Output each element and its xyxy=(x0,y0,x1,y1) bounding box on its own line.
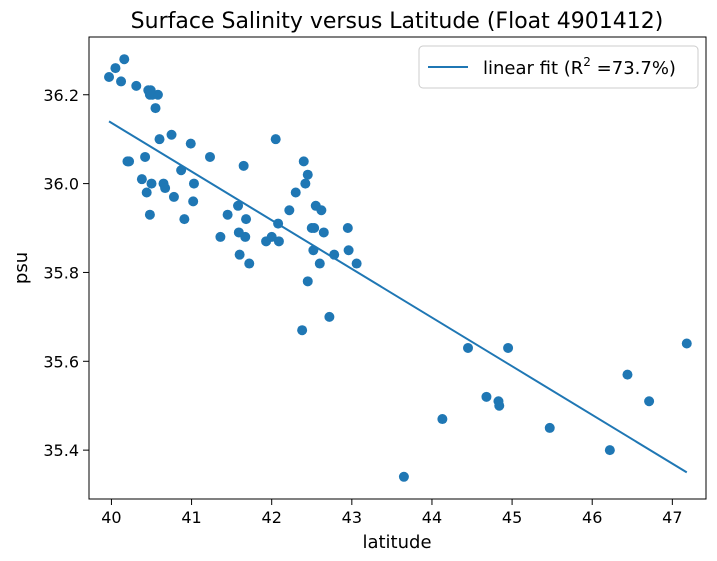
data-point xyxy=(308,245,319,256)
data-point xyxy=(141,187,152,198)
data-point xyxy=(494,400,505,411)
data-point xyxy=(481,391,492,402)
data-point xyxy=(188,178,199,189)
data-point xyxy=(234,249,245,260)
y-axis-ticks: 35.4 35.6 35.8 36.0 36.2 xyxy=(43,86,89,460)
chart-title: Surface Salinity versus Latitude (Float … xyxy=(131,9,664,34)
scatter-series xyxy=(104,54,692,482)
data-point xyxy=(644,396,655,407)
data-point xyxy=(622,369,633,380)
data-point xyxy=(160,183,171,194)
data-point xyxy=(463,342,474,353)
data-point xyxy=(343,245,354,256)
data-point xyxy=(681,338,692,349)
fit-line-series xyxy=(108,120,688,474)
legend-label: linear fit (R2 =73.7%) xyxy=(483,55,676,79)
data-point xyxy=(329,249,340,260)
data-point xyxy=(314,258,325,269)
data-point xyxy=(318,227,329,238)
data-point xyxy=(116,76,127,87)
data-point xyxy=(398,471,409,482)
data-point xyxy=(244,258,255,269)
data-point xyxy=(290,187,301,198)
data-point xyxy=(140,151,151,162)
x-tick-label: 41 xyxy=(181,508,201,527)
legend-box xyxy=(418,45,699,89)
x-tick-label: 42 xyxy=(262,508,282,527)
data-point xyxy=(351,258,362,269)
data-point xyxy=(300,178,311,189)
data-point xyxy=(324,311,335,322)
data-point xyxy=(297,325,308,336)
y-axis-label: psu xyxy=(11,252,32,284)
x-tick-label: 46 xyxy=(582,508,602,527)
data-point xyxy=(179,214,190,225)
y-tick-label: 36.0 xyxy=(43,175,79,194)
data-point xyxy=(146,178,157,189)
x-tick-label: 45 xyxy=(502,508,522,527)
data-point xyxy=(176,165,187,176)
x-axis-ticks: 40 41 42 43 44 45 46 47 xyxy=(101,499,683,527)
legend: linear fit (R2 =73.7%) xyxy=(418,45,699,89)
data-point xyxy=(273,218,284,229)
x-tick-label: 43 xyxy=(342,508,362,527)
data-point xyxy=(152,89,163,100)
data-point xyxy=(131,80,142,91)
data-point xyxy=(273,236,284,247)
data-point xyxy=(154,134,165,145)
data-point xyxy=(604,445,615,456)
data-point xyxy=(168,191,179,202)
data-point xyxy=(204,151,215,162)
data-point xyxy=(185,138,196,149)
data-point xyxy=(150,103,161,114)
data-point xyxy=(110,63,121,74)
data-point xyxy=(119,54,130,65)
legend-label-superscript: 2 xyxy=(583,55,591,69)
data-point xyxy=(309,223,320,234)
x-tick-label: 44 xyxy=(422,508,442,527)
data-point xyxy=(316,205,327,216)
y-tick-label: 35.8 xyxy=(43,263,79,282)
data-point xyxy=(302,169,313,180)
legend-label-end: =73.7%) xyxy=(591,58,676,79)
data-point xyxy=(144,209,155,220)
data-point xyxy=(104,71,115,82)
data-point xyxy=(233,227,244,238)
data-point xyxy=(284,205,295,216)
plot-area: 40 41 42 43 44 45 46 47 35.4 35.6 35.8 36.0 36.2 xyxy=(43,36,707,527)
legend-label-text: linear fit (R xyxy=(483,58,583,79)
data-point xyxy=(437,414,448,425)
data-point xyxy=(238,160,249,171)
data-point xyxy=(222,209,233,220)
data-point xyxy=(215,231,226,242)
data-point xyxy=(233,200,244,211)
data-point xyxy=(241,214,252,225)
y-tick-label: 35.4 xyxy=(43,441,79,460)
data-point xyxy=(544,422,555,433)
plot-frame xyxy=(88,36,707,500)
data-point xyxy=(298,156,309,167)
data-point xyxy=(270,134,281,145)
data-point xyxy=(266,231,277,242)
fit-line xyxy=(108,120,688,474)
x-tick-label: 47 xyxy=(662,508,682,527)
x-tick-label: 40 xyxy=(101,508,121,527)
data-point xyxy=(145,85,156,96)
y-tick-label: 36.2 xyxy=(43,86,79,105)
data-point xyxy=(503,342,514,353)
data-point xyxy=(166,129,177,140)
data-point xyxy=(124,156,135,167)
data-point xyxy=(302,276,313,287)
y-tick-label: 35.6 xyxy=(43,352,79,371)
x-axis-label: latitude xyxy=(362,532,431,553)
data-point xyxy=(188,196,199,207)
data-point xyxy=(136,174,147,185)
data-point xyxy=(342,223,353,234)
